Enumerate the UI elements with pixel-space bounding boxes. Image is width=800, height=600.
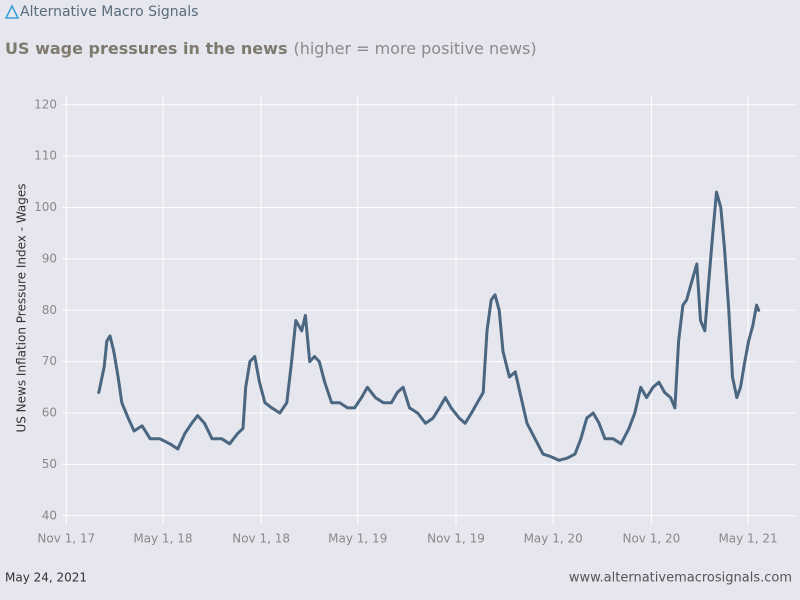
y-tick-label: 90 [42, 251, 57, 265]
x-tick-label: Nov 1, 20 [622, 532, 680, 546]
y-tick-label: 80 [42, 303, 57, 317]
y-tick-label: 70 [42, 354, 57, 368]
x-tick-label: May 1, 18 [133, 532, 192, 546]
x-tick-label: May 1, 20 [524, 532, 583, 546]
x-tick-label: May 1, 19 [328, 532, 387, 546]
y-tick-label: 100 [34, 200, 57, 214]
y-tick-label: 110 [34, 149, 57, 163]
brand: Alternative Macro Signals [20, 4, 198, 20]
chart-subtitle: (higher = more positive news) [293, 39, 536, 58]
x-tick-label: May 1, 21 [718, 532, 777, 546]
y-axis-label: US News Inflation Pressure Index - Wages [15, 183, 29, 432]
x-tick-label: Nov 1, 18 [232, 532, 290, 546]
plot-area: 40 50 60 70 80 90 100 110 120 Nov 1, 17 May 1, 18 N… [34, 95, 795, 546]
y-tick-label: 50 [42, 457, 57, 471]
y-tick-label: 40 [42, 508, 57, 522]
chart-title: US wage pressures in the news [5, 39, 287, 58]
x-tick-label: Nov 1, 17 [37, 532, 95, 546]
line-series [97, 190, 761, 462]
brand-logo [4, 4, 20, 19]
x-tick-label: Nov 1, 19 [427, 532, 485, 546]
footer-url: www.alternativemacrosignals.com [569, 571, 792, 586]
y-tick-label: 120 [34, 97, 57, 111]
chart-heading: US wage pressures in the news (higher = m… [5, 39, 537, 58]
footer-date: May 24, 2021 [5, 571, 87, 585]
y-tick-label: 60 [42, 406, 57, 420]
